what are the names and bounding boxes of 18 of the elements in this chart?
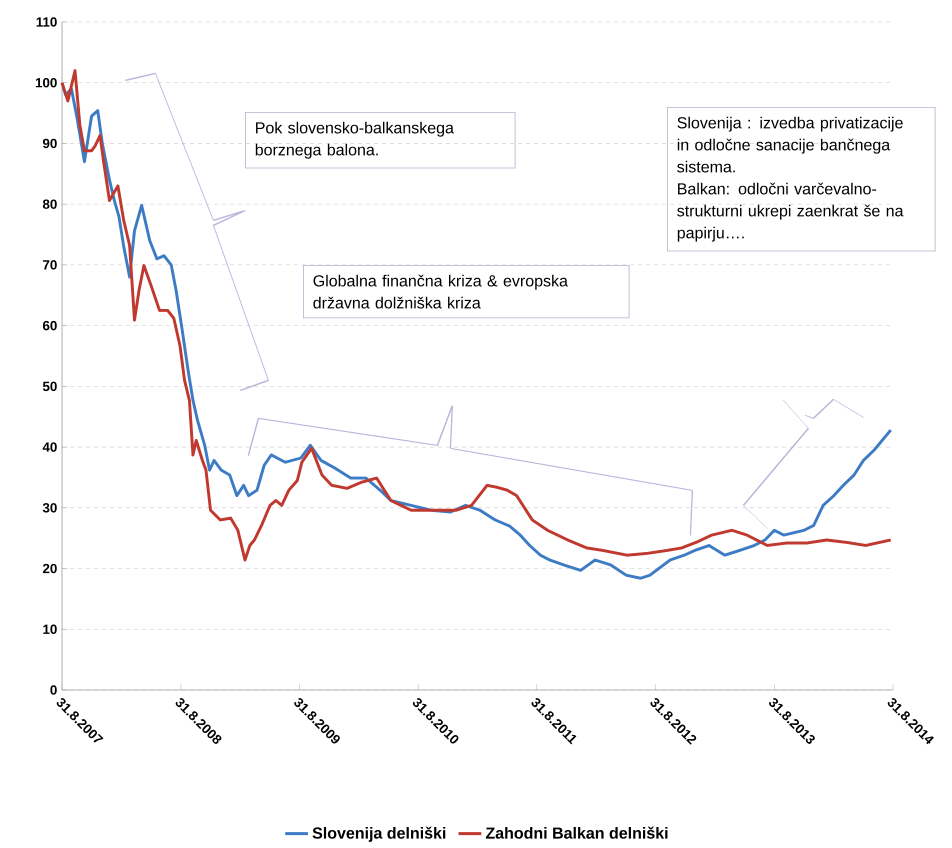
y-tick-label: 10 <box>43 624 57 634</box>
annotation: Pok slovensko-balkanskega borznega balona. <box>256 122 454 159</box>
y-tick-label: 50 <box>42 382 57 392</box>
y-tick-label: 100 <box>36 78 57 88</box>
y-tick-label: 40 <box>42 442 57 452</box>
y-tick-label: 110 <box>36 17 57 27</box>
annotation: Slovenija : izvedba privatizacije in odločne sanacije bančnega sistema. <box>677 116 903 172</box>
annotation: Globalna finančna kriza & evropska državna dolžniška kriza <box>313 274 568 309</box>
y-tick-label: 70 <box>43 260 57 270</box>
y-tick-label: 80 <box>42 199 57 209</box>
y-tick-label: 20 <box>42 564 57 574</box>
annotation: Balkan: odločni varčevalno-strukturni ukrepi zaenkrat še na papirju…. <box>677 182 904 242</box>
y-tick-label: 0 <box>50 685 57 695</box>
legend-label: Zahodni Balkan delniški <box>486 826 668 839</box>
y-tick-label: 90 <box>42 138 57 148</box>
y-tick-label: 60 <box>42 320 57 330</box>
y-tick-label: 30 <box>42 503 57 513</box>
legend-label: Slovenija delniški <box>312 826 446 842</box>
